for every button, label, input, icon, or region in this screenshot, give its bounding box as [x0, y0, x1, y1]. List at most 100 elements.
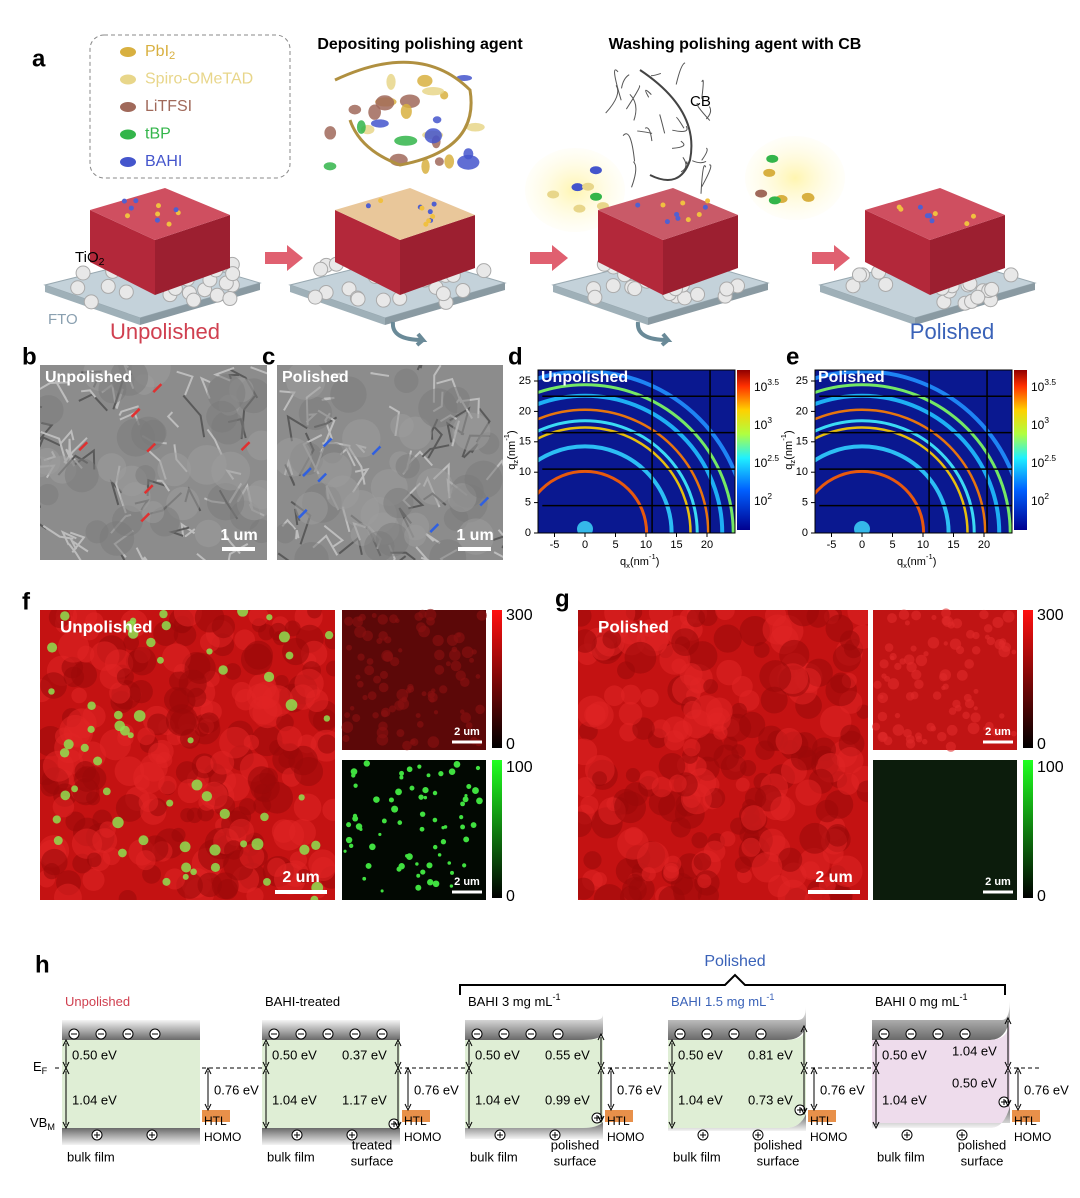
pl-grain — [148, 742, 170, 765]
pl-grain — [217, 878, 238, 900]
pl-grain — [247, 766, 276, 795]
pl-grain — [777, 847, 803, 872]
grain-boundary — [323, 524, 345, 548]
scale-label: 2 um — [454, 726, 480, 738]
pl-grain — [651, 719, 671, 738]
spin-arrow — [390, 321, 428, 347]
pl-noise — [379, 670, 389, 680]
cb-splash — [614, 69, 622, 101]
grain-shade — [298, 396, 333, 431]
y-tick-label: 25 — [796, 375, 808, 387]
diffraction-ring — [538, 370, 735, 479]
grain-boundary — [199, 376, 211, 399]
pl-green-spot — [416, 873, 421, 878]
pl-green-spot — [475, 765, 481, 771]
energy-label: 0.76 eV — [617, 1082, 662, 1097]
bottom-label: polished — [958, 1137, 1006, 1152]
text-part: -1 — [766, 992, 774, 1002]
cb-splash — [705, 106, 712, 120]
text-part: 10 — [754, 418, 768, 432]
pl-grain — [623, 782, 648, 807]
cb-splash — [644, 127, 653, 142]
agent-particle — [386, 73, 396, 90]
pl-noise — [402, 740, 412, 751]
pl-noise — [344, 712, 351, 719]
pl-grain — [624, 641, 657, 674]
pl-grain — [219, 726, 251, 759]
grain-boundary — [42, 525, 74, 540]
pl-noise — [357, 653, 365, 661]
arrow-head — [810, 1066, 818, 1112]
agent-particle — [421, 158, 430, 174]
energy-label: 0.37 eV — [342, 1047, 387, 1062]
tio2-sphere — [1003, 267, 1019, 283]
text-part: q — [506, 464, 518, 470]
band-gap-region — [872, 1018, 1010, 1128]
pl-grain — [61, 656, 84, 679]
pl-grain — [228, 818, 254, 844]
colorbar-label: 0 — [1037, 736, 1046, 753]
pl-green-spot — [427, 879, 434, 886]
band-gap-region — [668, 1026, 806, 1128]
arrow-head — [1004, 1066, 1012, 1108]
pl-green-spot — [417, 764, 422, 769]
grain-shade — [383, 487, 414, 519]
pl-noise — [921, 738, 928, 745]
tio2-sphere — [186, 292, 202, 308]
wash-glow — [745, 136, 845, 220]
pl-grain — [584, 704, 606, 726]
panel-label: e — [786, 343, 799, 370]
grain-shade — [207, 374, 246, 413]
x-tick-label: 0 — [859, 539, 865, 551]
text-part: 10 — [754, 380, 768, 394]
bottom-label: polished — [754, 1137, 802, 1152]
pl-green-spot — [179, 841, 191, 853]
cb-splash — [625, 85, 641, 110]
pl-grain — [625, 768, 641, 783]
pl-grain — [59, 714, 92, 747]
pl-grain — [795, 779, 822, 806]
pl-noise — [872, 722, 881, 731]
energy-label: 1.04 eV — [475, 1092, 520, 1107]
pl-grain — [147, 713, 169, 736]
pl-noise — [985, 721, 994, 731]
pl-noise — [382, 651, 394, 662]
pl-grain — [161, 643, 191, 673]
pl-grain — [116, 668, 134, 686]
text-part: BAHI 0 mg mL — [875, 994, 960, 1009]
colorbar-label: 0 — [1037, 888, 1046, 905]
pl-noise — [471, 649, 477, 655]
bottom-label: surface — [554, 1153, 597, 1168]
state-label: Polished — [910, 319, 994, 344]
htl-homo-level — [202, 1110, 230, 1122]
htl-label: HTL — [404, 1114, 427, 1128]
pl-noise — [424, 608, 437, 621]
pl-noise — [378, 682, 389, 693]
film-top — [598, 188, 738, 240]
pl-grain — [683, 739, 701, 757]
pl-noise — [407, 685, 415, 693]
grain-shade — [277, 523, 296, 544]
panel-label: c — [262, 343, 275, 370]
pl-noise — [342, 734, 350, 743]
grain-shade — [429, 539, 467, 560]
pl-green-spot — [476, 797, 483, 805]
pl-green-spot — [240, 840, 248, 848]
spin-arrow — [635, 321, 673, 347]
pl-grain — [617, 620, 642, 645]
grain-shade — [316, 452, 352, 488]
bracket — [459, 973, 1006, 995]
pl-grain — [697, 874, 712, 889]
arrow-head — [597, 1066, 605, 1124]
valence-band — [872, 1106, 1010, 1128]
pl-noise — [967, 722, 980, 735]
cb-splash — [650, 72, 662, 77]
film-front — [335, 210, 400, 295]
surface-dot — [124, 213, 130, 219]
text-part: (nm — [907, 556, 926, 568]
pl-grain — [739, 615, 770, 647]
energy-label: 1.04 eV — [72, 1092, 117, 1107]
grain-arrow — [140, 512, 151, 523]
cb-splash — [631, 161, 637, 188]
pl-grain — [578, 811, 593, 838]
